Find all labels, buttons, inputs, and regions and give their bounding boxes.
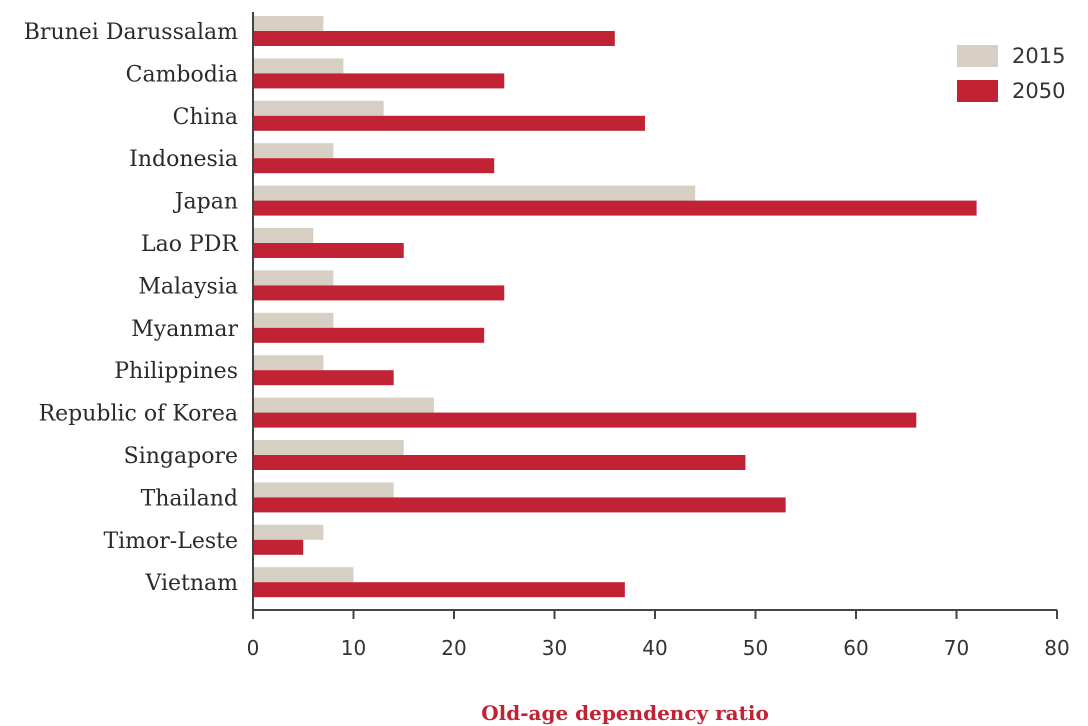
x-tick-label: 70 (944, 636, 969, 660)
bar-2050-myanmar (253, 327, 485, 343)
category-label: Philippines (114, 359, 238, 384)
bar-2015-lao-pdr (253, 228, 314, 243)
category-label: Indonesia (129, 147, 238, 172)
category-labels: Brunei Darussalam Cambodia China Indonesia J… (24, 20, 240, 596)
bars-group (253, 16, 977, 598)
category-label: Myanmar (131, 317, 238, 342)
x-tick-label: 30 (542, 636, 567, 660)
category-label: Republic of Korea (39, 402, 238, 427)
category-label: Singapore (124, 444, 238, 469)
bar-2015-vietnam (253, 567, 354, 583)
bar-2015-philippines (253, 355, 324, 371)
category-label: Cambodia (126, 62, 238, 87)
bar-2015-indonesia (253, 143, 334, 159)
bar-2050-lao-pdr (253, 243, 404, 258)
bar-2050-singapore (253, 455, 746, 470)
bar-2050-china (253, 115, 645, 131)
bar-2050-cambodia (253, 73, 505, 89)
x-tick-label: 0 (247, 636, 260, 660)
category-label: Timor-Leste (103, 529, 238, 554)
bar-2050-malaysia (253, 285, 505, 301)
bar-2015-timor-leste (253, 524, 324, 540)
category-label: China (173, 105, 238, 130)
category-label: Lao PDR (141, 232, 239, 257)
x-tick-label: 60 (843, 636, 868, 660)
bar-2015-malaysia (253, 270, 334, 286)
bar-2015-singapore (253, 440, 404, 455)
bar-2015-myanmar (253, 312, 334, 328)
legend-swatch-2050 (957, 80, 998, 102)
category-label: Malaysia (138, 274, 238, 299)
bar-2015-china (253, 100, 384, 116)
x-tick-label: 50 (743, 636, 768, 660)
bar-2015-cambodia (253, 58, 344, 74)
bar-2050-japan (253, 200, 977, 216)
bar-2050-timor-leste (253, 539, 304, 555)
x-tick-label: 10 (341, 636, 366, 660)
bar-2015-brunei-darussalam (253, 16, 324, 31)
bar-2015-thailand (253, 482, 394, 498)
category-label: Vietnam (144, 571, 238, 596)
category-label: Brunei Darussalam (24, 20, 238, 45)
x-axis-title: Old-age dependency ratio (481, 701, 769, 725)
bar-2050-thailand (253, 497, 786, 513)
legend: 2015 2050 (957, 44, 1065, 103)
bar-2050-vietnam (253, 582, 625, 598)
x-tick-label: 20 (441, 636, 466, 660)
bar-2050-republic-of-korea (253, 412, 917, 428)
bar-2050-philippines (253, 370, 394, 386)
x-tick-label: 40 (642, 636, 667, 660)
category-label: Japan (173, 190, 238, 215)
bar-2050-brunei-darussalam (253, 31, 615, 46)
legend-label-2015: 2015 (1012, 44, 1065, 68)
bar-2015-japan (253, 185, 696, 201)
x-tick-label: 80 (1044, 636, 1069, 660)
legend-swatch-2015 (957, 45, 998, 67)
category-label: Thailand (141, 486, 238, 511)
bar-2015-republic-of-korea (253, 397, 434, 413)
legend-label-2050: 2050 (1012, 79, 1065, 103)
x-axis-ticks: 0 10 20 30 40 50 60 70 80 (247, 610, 1070, 660)
bar-2050-indonesia (253, 158, 495, 174)
